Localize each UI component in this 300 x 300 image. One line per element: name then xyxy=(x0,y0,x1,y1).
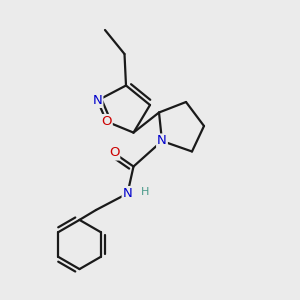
Text: H: H xyxy=(141,187,150,197)
Text: N: N xyxy=(123,187,132,200)
Text: O: O xyxy=(101,115,112,128)
Text: N: N xyxy=(93,94,102,107)
Text: O: O xyxy=(109,146,119,160)
Text: N: N xyxy=(157,134,167,148)
